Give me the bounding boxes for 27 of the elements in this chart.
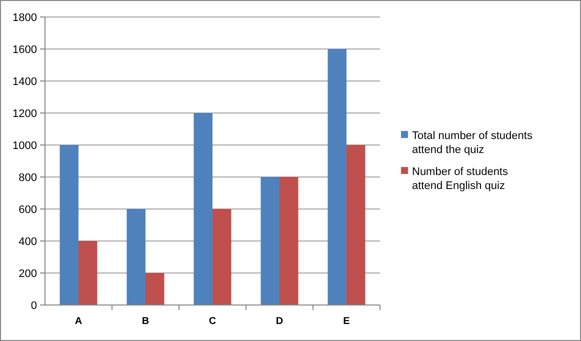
y-tick-label: 800 bbox=[18, 172, 37, 184]
bar bbox=[260, 177, 280, 305]
y-tick-label: 400 bbox=[18, 236, 37, 248]
bar bbox=[126, 209, 146, 305]
bar bbox=[212, 209, 232, 305]
y-tick-label: 1200 bbox=[12, 108, 37, 120]
legend-label: Number of students attend English quiz bbox=[412, 166, 508, 192]
bar bbox=[328, 49, 346, 305]
y-tick-label: 1800 bbox=[12, 12, 37, 24]
bar bbox=[78, 241, 98, 305]
y-tick-label: 0 bbox=[30, 300, 37, 312]
bar bbox=[346, 145, 366, 305]
y-tick-label: 1600 bbox=[12, 44, 37, 56]
y-tick-label: 600 bbox=[18, 204, 37, 216]
y-tick-label: 1000 bbox=[12, 140, 37, 152]
x-tick-label: B bbox=[142, 316, 150, 327]
legend-label: Total number of students attend the quiz bbox=[412, 130, 533, 156]
x-tick-label: A bbox=[74, 316, 82, 327]
y-tick-label: 200 bbox=[18, 268, 37, 280]
x-tick-label: D bbox=[276, 316, 284, 327]
bar bbox=[146, 273, 164, 305]
bar bbox=[194, 113, 212, 305]
x-tick-label: E bbox=[343, 316, 350, 327]
y-tick-label: 1400 bbox=[12, 76, 37, 88]
bar bbox=[280, 177, 298, 305]
bar bbox=[60, 145, 78, 305]
x-tick-label: C bbox=[208, 316, 216, 327]
